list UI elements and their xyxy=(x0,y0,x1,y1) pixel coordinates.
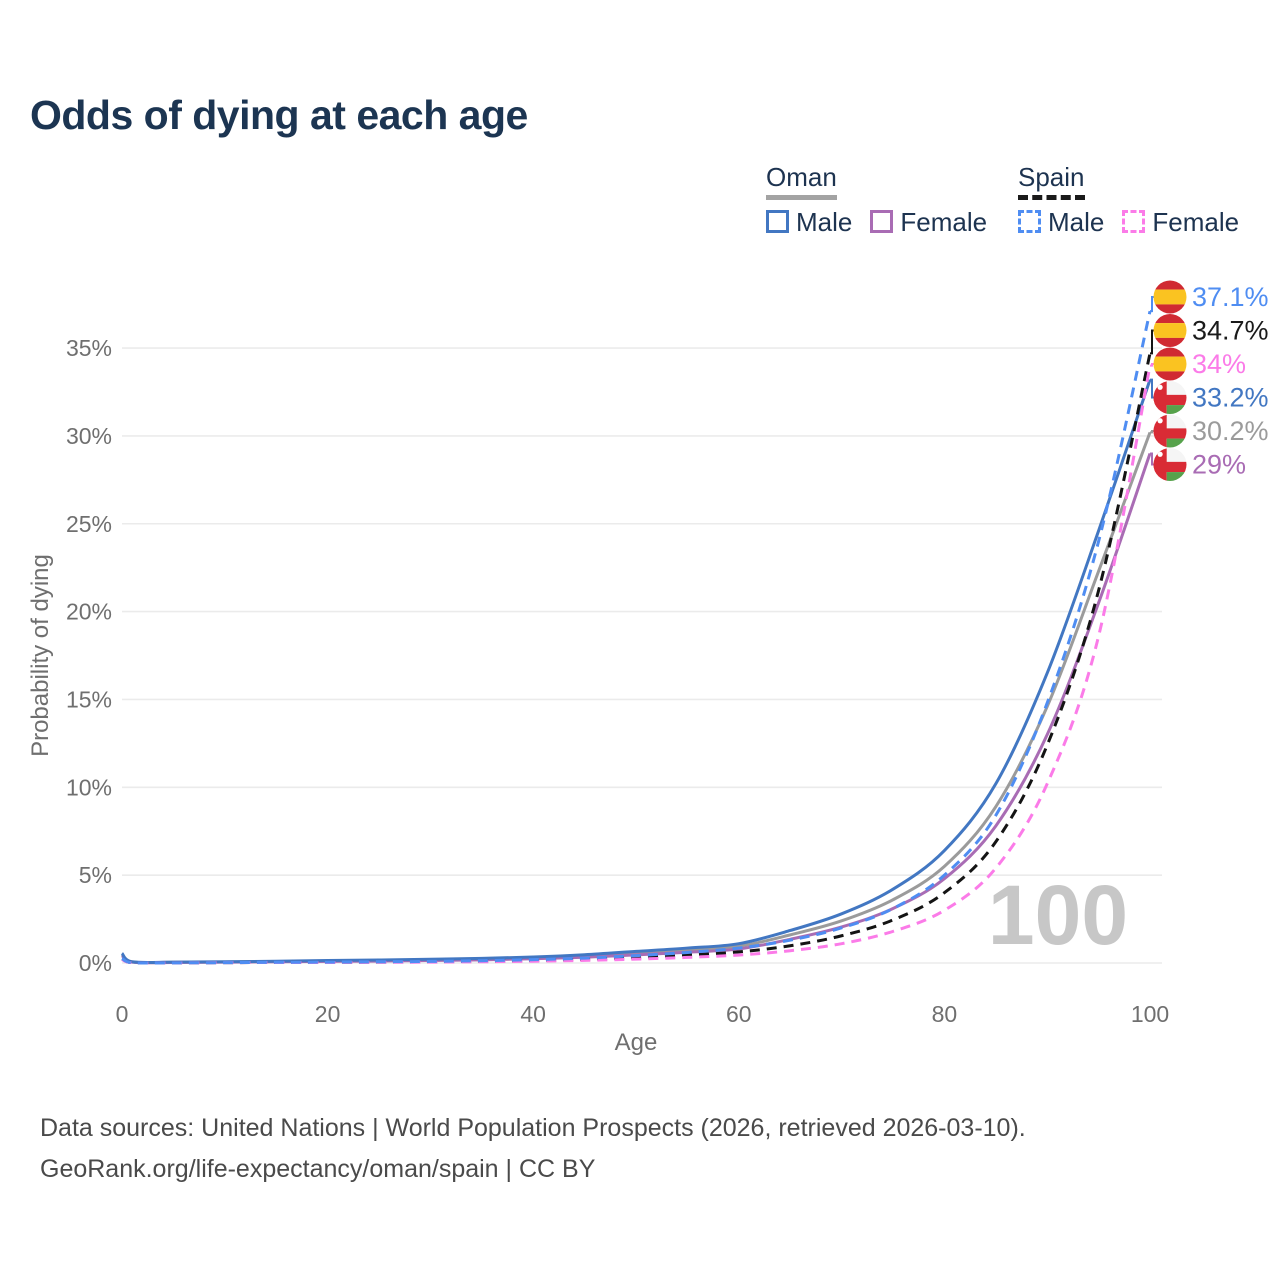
end-value-label-oman-total: 30.2% xyxy=(1192,416,1269,446)
end-value-label-spain-total: 34.7% xyxy=(1192,316,1269,346)
x-tick-label: 100 xyxy=(1131,1001,1169,1027)
footer-attribution: GeoRank.org/life-expectancy/oman/spain |… xyxy=(40,1155,596,1183)
page-title: Odds of dying at each age xyxy=(30,92,528,138)
y-axis-title: Probability of dying xyxy=(27,554,54,757)
y-tick-label: 20% xyxy=(66,599,112,625)
oman-flag-icon xyxy=(1153,448,1187,481)
oman-flag-icon xyxy=(1153,414,1187,448)
x-tick-label: 0 xyxy=(116,1001,129,1027)
footer: Data sources: United Nations | World Pop… xyxy=(40,1108,1026,1190)
spain-flag-icon xyxy=(1153,314,1187,347)
footer-data-sources: Data sources: United Nations | World Pop… xyxy=(40,1114,1026,1142)
y-tick-label: 25% xyxy=(66,511,112,537)
legend-item-oman-female[interactable]: Female xyxy=(870,209,987,235)
series-line-oman-male[interactable] xyxy=(120,379,1152,965)
spain-male-swatch-icon xyxy=(1018,210,1041,234)
y-tick-label: 35% xyxy=(66,335,112,361)
spain-flag-icon xyxy=(1153,347,1187,381)
age-watermark: 100 xyxy=(988,868,1128,962)
spain-female-swatch-icon xyxy=(1122,210,1146,234)
series-line-spain-female[interactable] xyxy=(121,365,1152,965)
legend-item-oman-male[interactable]: Male xyxy=(766,209,852,235)
legend-group-spain-label[interactable]: Spain xyxy=(1018,163,1085,200)
x-tick-label: 20 xyxy=(315,1001,341,1027)
series-line-spain-male[interactable] xyxy=(121,310,1152,965)
y-tick-label: 10% xyxy=(66,774,112,800)
end-value-label-spain-female: 34% xyxy=(1192,349,1246,379)
legend-item-spain-male[interactable]: Male xyxy=(1018,209,1104,235)
legend-items-spain: Male Female xyxy=(1018,209,1257,235)
legend-items-oman: Male Female xyxy=(766,209,1005,235)
x-tick-label: 40 xyxy=(520,1001,546,1027)
legend-item-spain-female-label: Female xyxy=(1152,206,1240,237)
x-tick-label: 80 xyxy=(932,1001,958,1027)
end-value-label-spain-male: 37.1% xyxy=(1192,282,1269,312)
y-tick-label: 30% xyxy=(66,423,112,449)
legend-group-oman-label[interactable]: Oman xyxy=(766,163,837,200)
oman-flag-icon xyxy=(1153,381,1187,414)
end-value-label-oman-female: 29% xyxy=(1192,450,1246,480)
legend-item-spain-male-label: Male xyxy=(1048,206,1105,237)
end-value-label-oman-male: 33.2% xyxy=(1192,383,1269,413)
x-tick-label: 60 xyxy=(726,1001,752,1027)
oman-male-swatch-icon xyxy=(766,210,789,234)
series-line-spain-total[interactable] xyxy=(121,353,1152,965)
y-tick-label: 15% xyxy=(66,686,112,712)
y-tick-label: 5% xyxy=(79,862,112,888)
y-tick-label: 0% xyxy=(79,950,112,976)
x-axis-title: Age xyxy=(615,1029,658,1056)
legend-item-spain-female[interactable]: Female xyxy=(1122,209,1239,235)
legend-item-oman-male-label: Male xyxy=(796,206,853,237)
legend-group-oman: Oman Male Female xyxy=(766,163,1005,235)
legend-group-spain: Spain Male Female xyxy=(1018,163,1257,235)
oman-female-swatch-icon xyxy=(870,210,894,234)
legend-item-oman-female-label: Female xyxy=(900,206,988,237)
spain-flag-icon xyxy=(1153,280,1187,314)
